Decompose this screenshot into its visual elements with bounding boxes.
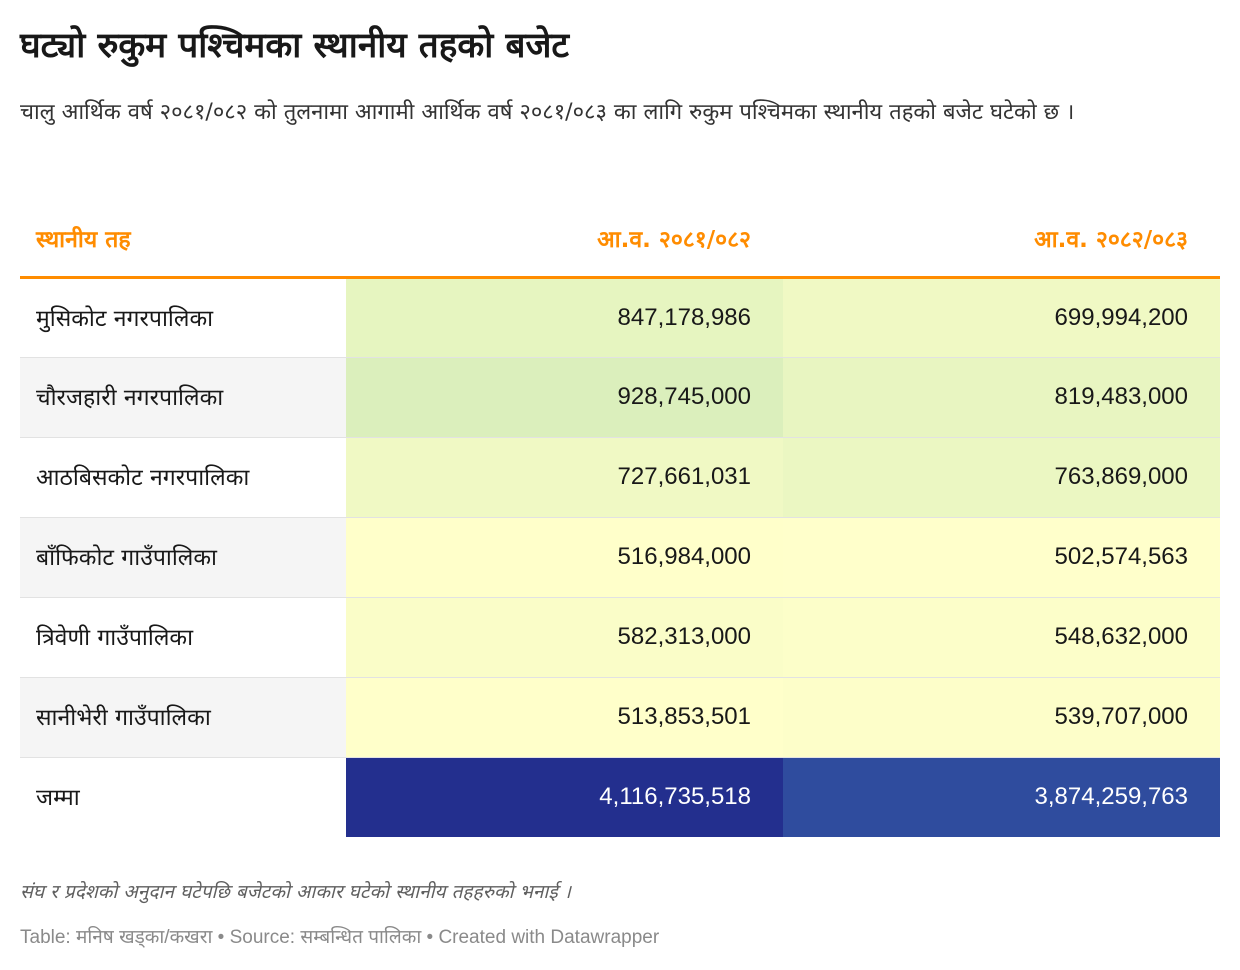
row-label: सानीभेरी गाउँपालिका [20, 677, 346, 758]
chart-footer: Table: मनिष खड्का/कखरा • Source: सम्बन्ध… [20, 927, 660, 948]
row-label: त्रिवेणी गाउँपालिका [20, 597, 346, 678]
budget-table: स्थानीय तह आ.व. २०८१/०८२ आ.व. २०८२/०८३ म… [20, 200, 1220, 837]
total-label: जम्मा [20, 757, 346, 837]
table-row: त्रिवेणी गाउँपालिका 582,313,000 548,632,… [20, 597, 1220, 678]
table-row: मुसिकोट नगरपालिका 847,178,986 699,994,20… [20, 277, 1220, 358]
budget-cell-2082: 819,483,000 [783, 357, 1220, 438]
column-header-local-level[interactable]: स्थानीय तह [20, 200, 346, 279]
total-cell-2082: 3,874,259,763 [783, 757, 1220, 837]
budget-cell-2081: 516,984,000 [346, 517, 783, 598]
table-row: सानीभेरी गाउँपालिका 513,853,501 539,707,… [20, 677, 1220, 758]
chart-note: संघ र प्रदेशको अनुदान घटेपछि बजेटको आकार… [20, 881, 571, 903]
total-row: जम्मा 4,116,735,518 3,874,259,763 [20, 757, 1220, 837]
row-label: चौरजहारी नगरपालिका [20, 357, 346, 438]
total-cell-2081: 4,116,735,518 [346, 757, 783, 837]
row-label: बाँफिकोट गाउँपालिका [20, 517, 346, 598]
budget-cell-2081: 582,313,000 [346, 597, 783, 678]
table-row: आठबिसकोट नगरपालिका 727,661,031 763,869,0… [20, 437, 1220, 518]
chart-subtitle: चालु आर्थिक वर्ष २०८१/०८२ को तुलनामा आगा… [20, 100, 1075, 125]
chart-title: घट्यो रुकुम पश्चिमका स्थानीय तहको बजेट [20, 26, 570, 66]
budget-cell-2082: 763,869,000 [783, 437, 1220, 518]
budget-cell-2082: 539,707,000 [783, 677, 1220, 758]
column-header-fy-2081-082[interactable]: आ.व. २०८१/०८२ [346, 200, 783, 279]
budget-cell-2081: 847,178,986 [346, 277, 783, 358]
budget-cell-2082: 548,632,000 [783, 597, 1220, 678]
column-header-fy-2082-083[interactable]: आ.व. २०८२/०८३ [783, 200, 1220, 279]
budget-cell-2081: 928,745,000 [346, 357, 783, 438]
budget-cell-2082: 699,994,200 [783, 277, 1220, 358]
table-header-row: स्थानीय तह आ.व. २०८१/०८२ आ.व. २०८२/०८३ [20, 200, 1220, 279]
table-row: चौरजहारी नगरपालिका 928,745,000 819,483,0… [20, 357, 1220, 438]
row-label: मुसिकोट नगरपालिका [20, 277, 346, 358]
table-row: बाँफिकोट गाउँपालिका 516,984,000 502,574,… [20, 517, 1220, 598]
budget-cell-2081: 727,661,031 [346, 437, 783, 518]
budget-cell-2082: 502,574,563 [783, 517, 1220, 598]
row-label: आठबिसकोट नगरपालिका [20, 437, 346, 518]
budget-cell-2081: 513,853,501 [346, 677, 783, 758]
